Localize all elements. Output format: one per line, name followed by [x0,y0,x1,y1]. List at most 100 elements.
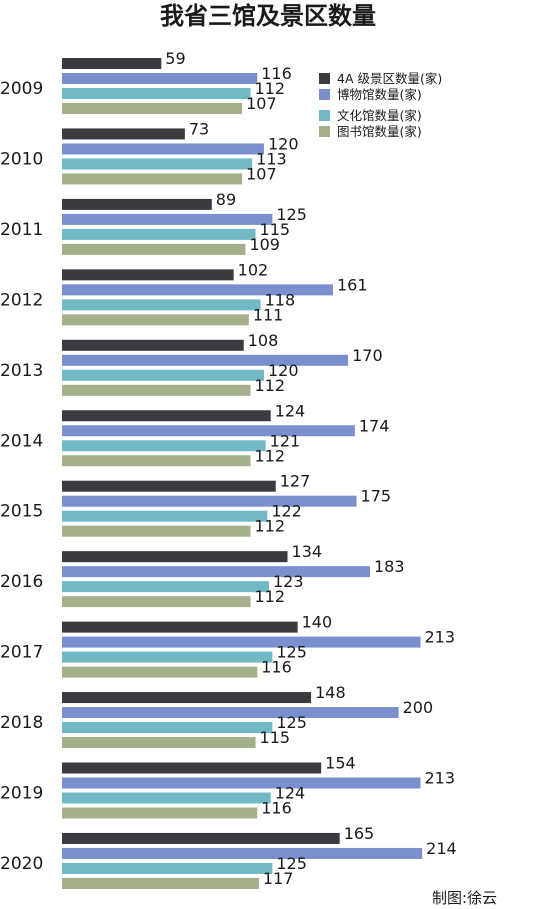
value-label: 140 [302,613,333,632]
legend-item: 文化馆数量(家) [319,108,422,123]
value-label: 124 [275,784,306,803]
value-label: 89 [216,190,236,209]
bar [62,621,298,633]
bar [62,651,273,663]
value-label: 112 [254,446,285,465]
bar [62,581,270,593]
bar [62,173,243,185]
bar [62,495,357,507]
bar [62,777,421,789]
year-label: 2019 [0,784,43,804]
value-label: 112 [254,587,285,606]
legend-label: 文化馆数量(家) [337,108,422,123]
value-label: 125 [276,205,307,224]
legend-label: 4A 级景区数量(家) [337,71,442,86]
legend-item: 图书馆数量(家) [319,124,422,139]
bar [62,525,251,537]
value-label: 183 [374,557,405,576]
legend: 4A 级景区数量(家)博物馆数量(家) 文化馆数量(家)图书馆数量(家) [319,71,442,139]
chart-title: 我省三馆及景区数量 [160,1,376,30]
value-label: 120 [268,134,299,153]
value-label: 170 [352,346,383,365]
legend-swatch [319,110,330,121]
bar [62,128,185,140]
value-label: 125 [276,854,307,873]
year-label: 2018 [0,713,43,733]
year-label: 2010 [0,149,43,169]
value-label: 116 [261,799,292,818]
bar [62,425,355,437]
bar [62,243,246,255]
year-label: 2016 [0,572,43,592]
year-label: 2014 [0,431,43,451]
value-label: 175 [361,487,392,506]
year-label: 2011 [0,220,43,240]
bar [62,88,251,99]
value-label: 125 [276,643,307,662]
bar [62,410,271,422]
value-label: 174 [359,416,390,435]
value-label: 148 [315,683,346,702]
value-label: 111 [253,305,284,324]
bar [62,73,258,84]
bar [62,832,340,844]
bar [62,269,234,281]
bar [62,666,258,678]
year-label: 2012 [0,290,43,310]
legend-swatch [319,73,330,84]
year-label: 2009 [0,79,43,99]
value-label: 109 [249,235,280,254]
bar [62,551,288,563]
value-label: 120 [268,361,299,380]
value-label: 118 [265,290,296,309]
bars-layer: 2009591161121072010731201131072011891251… [0,49,457,889]
year-label: 2017 [0,643,43,663]
value-label: 213 [424,769,455,788]
legend-item: 博物馆数量(家) [319,87,422,102]
bar [62,440,266,452]
value-label: 213 [424,628,455,647]
value-label: 108 [248,331,279,350]
bar [62,480,276,492]
value-label: 107 [246,94,277,113]
bar [62,510,268,522]
value-label: 59 [165,49,185,68]
bar [62,354,349,366]
legend-label: 博物馆数量(家) [337,87,422,102]
bar [62,103,243,114]
value-label: 112 [254,376,285,395]
year-label: 2015 [0,502,43,522]
value-label: 200 [403,698,434,717]
bar [62,314,249,326]
value-label: 124 [275,401,306,420]
bar [62,862,273,874]
bar [62,762,322,774]
value-label: 73 [189,119,209,138]
bar [62,198,212,210]
legend-item: 4A 级景区数量(家) [319,71,442,86]
bar [62,737,256,749]
value-label: 116 [261,658,292,677]
value-label: 127 [280,472,311,491]
bar [62,143,264,155]
bar [62,384,251,396]
year-label: 2013 [0,361,43,381]
bar [62,455,251,467]
value-label: 165 [344,824,375,843]
value-label: 122 [271,502,302,521]
bar [62,877,259,889]
value-label: 112 [254,517,285,536]
bar [62,636,421,648]
value-label: 102 [238,260,269,279]
value-label: 123 [273,572,304,591]
bar [62,847,423,859]
